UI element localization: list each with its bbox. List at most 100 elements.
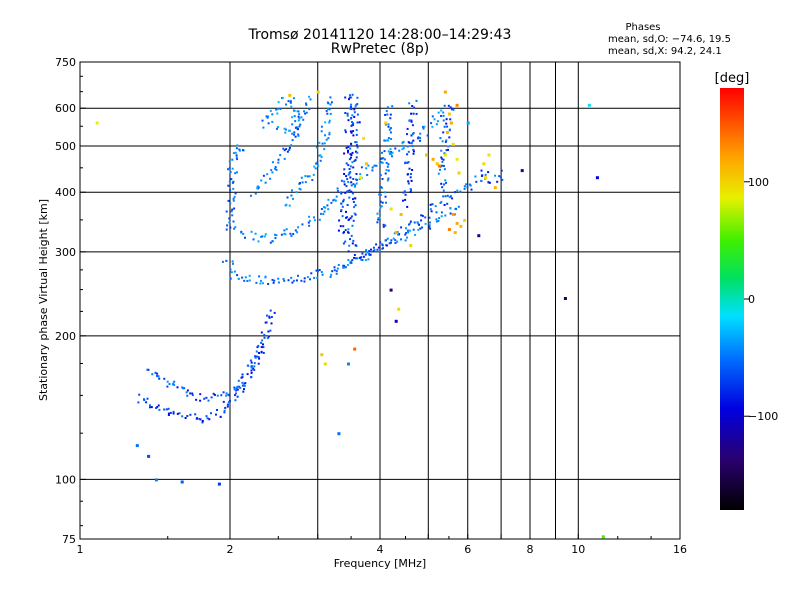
trace-point — [444, 195, 447, 198]
data-point — [455, 157, 459, 161]
trace-point — [406, 127, 409, 130]
trace-point — [354, 204, 357, 207]
trace-point — [172, 412, 175, 415]
trace-point — [501, 178, 504, 181]
trace-point — [446, 202, 449, 205]
trace-point — [297, 134, 300, 137]
trace-point — [198, 417, 201, 420]
trace-point — [345, 162, 348, 165]
trace-point — [231, 181, 234, 184]
trace-point — [344, 129, 347, 132]
trace-point — [435, 123, 438, 126]
trace-point — [316, 276, 319, 279]
trace-point — [290, 276, 293, 279]
trace-point — [220, 394, 223, 397]
trace-point — [494, 174, 497, 177]
trace-point — [456, 189, 459, 192]
trace-point — [166, 380, 169, 383]
trace-point — [355, 144, 358, 147]
trace-point — [323, 210, 326, 213]
trace-point — [243, 388, 245, 391]
trace-point — [231, 260, 234, 263]
trace-point — [293, 131, 296, 134]
trace-point — [288, 129, 291, 132]
trace-point — [423, 125, 426, 128]
y-tick-label: 750 — [55, 56, 76, 69]
trace-point — [386, 113, 389, 116]
trace-point — [349, 165, 352, 168]
trace-point — [283, 229, 286, 232]
trace-point — [352, 183, 355, 186]
trace-point — [226, 403, 229, 406]
trace-point — [329, 96, 332, 99]
trace-point — [291, 189, 293, 192]
trace-point — [443, 152, 446, 155]
trace-point — [342, 225, 345, 228]
trace-point — [382, 247, 384, 250]
trace-point — [401, 144, 404, 147]
trace-point — [229, 277, 232, 280]
trace-point — [292, 97, 295, 100]
trace-point — [378, 217, 381, 219]
trace-point — [348, 244, 351, 247]
trace-point — [443, 204, 446, 206]
trace-point — [351, 151, 354, 154]
trace-point — [308, 95, 311, 98]
trace-point — [452, 108, 455, 111]
data-point — [154, 478, 158, 482]
x-tick-label: 10 — [571, 543, 585, 556]
trace-point — [454, 207, 457, 210]
trace-point — [335, 270, 338, 273]
trace-point — [315, 162, 317, 165]
trace-point — [402, 140, 405, 143]
trace-point — [326, 101, 329, 104]
trace-point — [285, 228, 288, 231]
trace-point — [447, 104, 450, 107]
trace-point — [417, 228, 420, 231]
trace-point — [253, 362, 256, 365]
trace-point — [199, 418, 202, 421]
trace-point — [447, 145, 450, 148]
trace-point — [250, 376, 253, 379]
data-point — [347, 362, 350, 366]
trace-point — [262, 343, 264, 346]
data-point — [449, 121, 453, 125]
trace-point — [498, 175, 501, 178]
trace-point — [303, 280, 306, 283]
trace-point — [229, 202, 232, 205]
trace-point — [290, 144, 293, 147]
trace-point — [480, 175, 483, 177]
trace-point — [390, 138, 393, 140]
trace-point — [433, 118, 436, 121]
trace-point — [156, 375, 159, 377]
trace-point — [300, 279, 303, 282]
trace-point — [232, 152, 235, 155]
trace-point — [349, 171, 352, 174]
trace-point — [324, 134, 326, 137]
trace-point — [257, 356, 260, 359]
trace-point — [422, 125, 425, 128]
trace-point — [297, 110, 300, 113]
trace-point — [309, 98, 312, 101]
trace-point — [225, 260, 228, 262]
trace-point — [389, 148, 392, 151]
trace-point — [270, 322, 273, 325]
trace-point — [406, 229, 409, 232]
trace-point — [143, 399, 146, 402]
trace-point — [262, 174, 265, 177]
trace-point — [277, 101, 280, 104]
trace-point — [232, 180, 235, 183]
data-point — [147, 454, 151, 458]
trace-point — [371, 166, 374, 169]
trace-point — [445, 181, 447, 184]
trace-point — [344, 131, 347, 134]
colorbar — [720, 88, 744, 510]
trace-point — [350, 117, 353, 119]
trace-point — [271, 278, 274, 281]
trace-point — [238, 149, 241, 152]
trace-point — [297, 133, 300, 136]
trace-point — [437, 172, 440, 175]
trace-point — [392, 237, 395, 240]
data-point — [477, 234, 481, 238]
trace-point — [429, 203, 432, 206]
